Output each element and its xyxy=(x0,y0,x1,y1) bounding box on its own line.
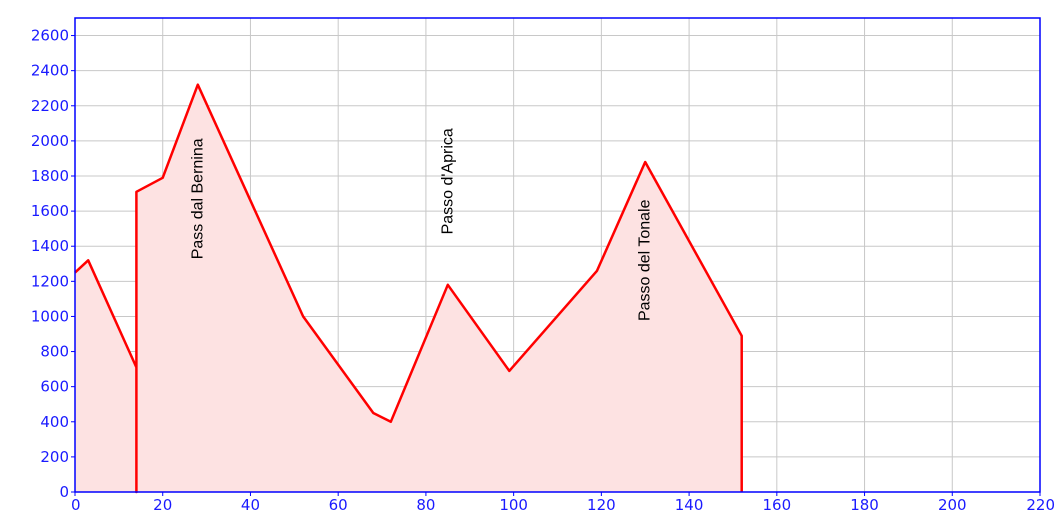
y-tick-label: 0 xyxy=(59,483,69,501)
x-tick-label: 20 xyxy=(153,496,172,514)
y-tick-label: 1200 xyxy=(31,272,69,290)
profile-line xyxy=(74,83,743,494)
y-tick-label: 800 xyxy=(40,343,69,361)
y-tick-label: 2600 xyxy=(31,27,69,45)
profile-area xyxy=(74,83,743,494)
x-tick-label: 0 xyxy=(71,496,81,514)
x-tick-label: 140 xyxy=(675,496,704,514)
y-tick-label: 1800 xyxy=(31,167,69,185)
x-tick-label: 220 xyxy=(1026,496,1055,514)
y-axis: 0 200 400 600 800 1000 1200 1400 1600 1800 2000 220… xyxy=(31,27,75,501)
y-tick-label: 2200 xyxy=(31,97,69,115)
pass-annotation: Passo del Tonale xyxy=(637,199,654,321)
y-tick-label: 600 xyxy=(40,378,69,396)
x-tick-label: 80 xyxy=(416,496,435,514)
x-tick-label: 40 xyxy=(241,496,260,514)
y-tick-label: 1000 xyxy=(31,307,69,325)
plot-frame xyxy=(74,17,1041,493)
y-tick-label: 2000 xyxy=(31,132,69,150)
y-tick-label: 2400 xyxy=(31,62,69,80)
y-tick-label: 400 xyxy=(40,413,69,431)
x-tick-label: 200 xyxy=(938,496,967,514)
y-tick-label: 1400 xyxy=(31,237,69,255)
pass-annotation: Pass dal Bernina xyxy=(189,138,206,259)
annotations: Pass dal Bernina Passo d'Aprica Passo del … xyxy=(189,128,653,321)
x-tick-label: 60 xyxy=(329,496,348,514)
x-tick-label: 160 xyxy=(762,496,791,514)
y-tick-label: 1600 xyxy=(31,202,69,220)
x-tick-label: 100 xyxy=(499,496,528,514)
y-tick-label: 200 xyxy=(40,448,69,466)
profile-fill xyxy=(75,84,742,492)
x-axis: 0 20 40 60 80 100 120 140 160 180 200 220 xyxy=(71,492,1055,514)
x-tick-label: 180 xyxy=(850,496,879,514)
pass-annotation: Passo d'Aprica xyxy=(439,128,456,234)
x-tick-label: 120 xyxy=(587,496,616,514)
